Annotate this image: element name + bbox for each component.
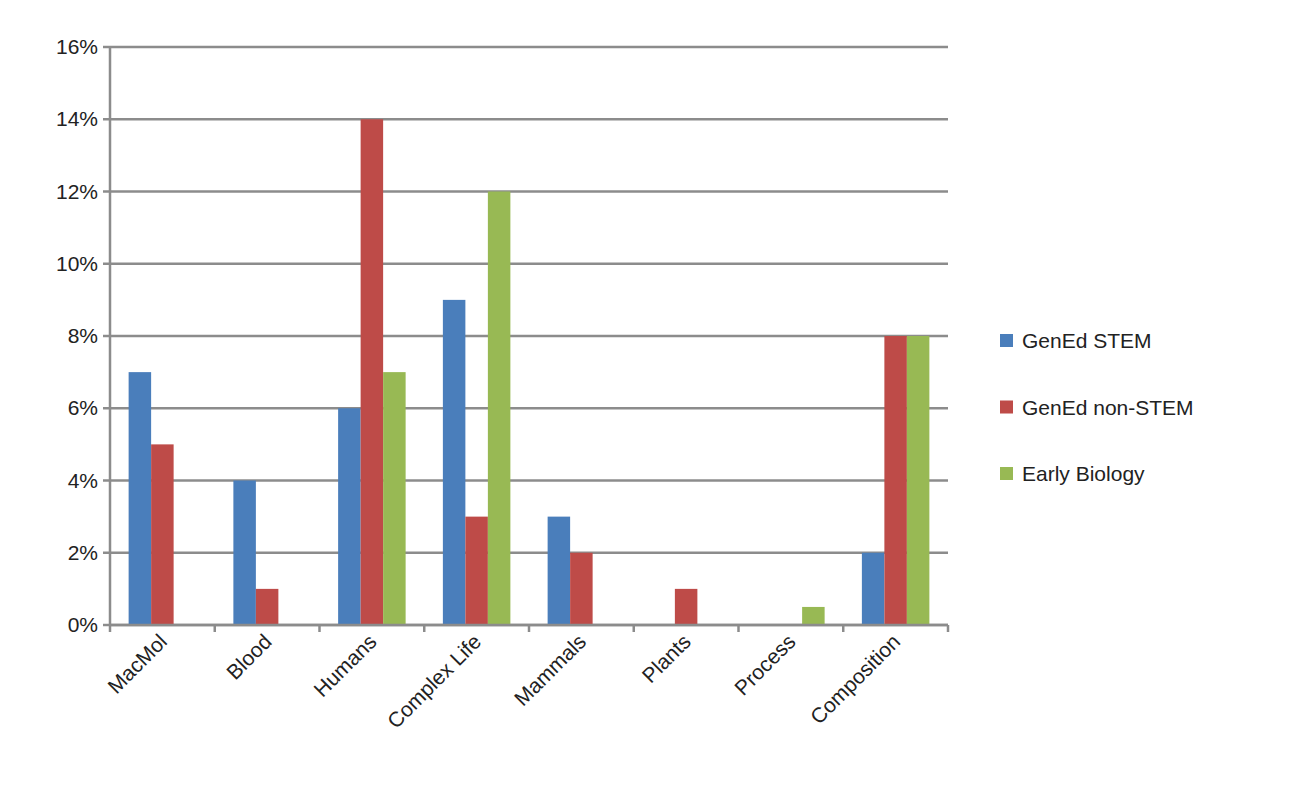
bar xyxy=(361,119,384,625)
grid-line xyxy=(110,335,948,338)
bar xyxy=(907,336,930,625)
bar xyxy=(675,589,698,625)
bar xyxy=(884,336,907,625)
legend-swatch xyxy=(1000,467,1013,480)
grid-line xyxy=(110,190,948,193)
y-tick-label: 12% xyxy=(56,180,98,203)
legend-label: GenEd STEM xyxy=(1022,329,1152,352)
x-tick xyxy=(737,625,740,632)
bar xyxy=(862,553,885,625)
x-tick-label: Mammals xyxy=(510,630,591,711)
grid-line xyxy=(110,118,948,121)
bar xyxy=(129,372,152,625)
x-tick-label: Blood xyxy=(222,630,276,684)
x-tick xyxy=(528,625,531,632)
x-tick xyxy=(109,625,112,632)
x-tick-label: Composition xyxy=(806,630,905,729)
y-axis xyxy=(109,47,112,625)
x-tick xyxy=(633,625,636,632)
bar xyxy=(233,481,256,626)
bar xyxy=(338,408,361,625)
legend-label: Early Biology xyxy=(1022,462,1145,485)
x-tick xyxy=(214,625,217,632)
chart-svg: 0%2%4%6%8%10%12%14%16%MacMolBloodHumansC… xyxy=(0,0,1305,805)
y-tick-label: 4% xyxy=(68,469,98,492)
legend-swatch xyxy=(1000,401,1013,414)
y-tick-label: 0% xyxy=(68,613,98,636)
x-tick-label: Complex Life xyxy=(383,630,486,733)
x-tick-label: Plants xyxy=(637,630,695,688)
bar xyxy=(802,607,825,625)
x-tick xyxy=(947,625,950,632)
y-tick-label: 6% xyxy=(68,396,98,419)
bar xyxy=(383,372,406,625)
y-tick-label: 8% xyxy=(68,324,98,347)
bar xyxy=(570,553,593,625)
bar xyxy=(151,444,174,625)
bar xyxy=(488,192,511,626)
legend: GenEd STEM GenEd non-STEM Early Biology xyxy=(1000,329,1194,485)
x-tick xyxy=(318,625,321,632)
chart-container: 0%2%4%6%8%10%12%14%16%MacMolBloodHumansC… xyxy=(0,0,1305,805)
grid xyxy=(103,47,948,625)
grid-line xyxy=(110,407,948,410)
y-tick-label: 14% xyxy=(56,107,98,130)
x-tick-label: MacMol xyxy=(103,630,171,698)
legend-swatch xyxy=(1000,334,1013,347)
bar xyxy=(443,300,466,625)
grid-line xyxy=(110,46,948,49)
y-tick-label: 2% xyxy=(68,541,98,564)
x-tick xyxy=(842,625,845,632)
x-tick xyxy=(423,625,426,632)
legend-label: GenEd non-STEM xyxy=(1022,396,1194,419)
y-tick-label: 16% xyxy=(56,35,98,58)
grid-line xyxy=(110,263,948,266)
bars xyxy=(129,119,930,625)
x-tick-label: Humans xyxy=(309,630,381,702)
bar xyxy=(548,517,571,625)
bar xyxy=(465,517,488,625)
bar xyxy=(256,589,279,625)
y-tick-label: 10% xyxy=(56,252,98,275)
x-tick-label: Process xyxy=(730,630,800,700)
